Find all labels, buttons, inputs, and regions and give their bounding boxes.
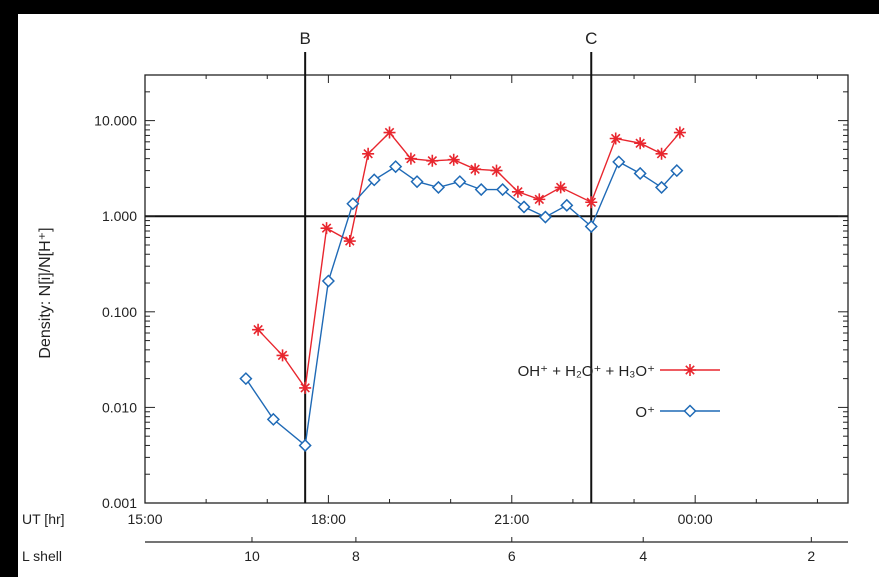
lshell-axis: L shell 10 8 6 4 2 (22, 537, 848, 564)
series-2-point (670, 164, 684, 178)
series-2-point (560, 198, 574, 212)
series-line-1 (257, 131, 681, 390)
series-1-point (320, 222, 333, 235)
lshell-tick-label: 4 (639, 548, 647, 564)
series-2-point (496, 183, 510, 197)
series-1-point (533, 193, 546, 206)
lshell-tick-label: 8 (352, 548, 360, 564)
series-2-point (633, 166, 647, 181)
series-2-point (538, 210, 552, 224)
series-1-point (299, 381, 312, 394)
series-2-point (517, 200, 531, 214)
y-tick-label: 0.010 (102, 399, 137, 415)
series-2-point (266, 412, 280, 426)
series-2-point (612, 155, 626, 169)
series-2-point (453, 175, 467, 189)
legend-marker-2 (683, 404, 697, 418)
marker-label-c: C (585, 29, 597, 48)
y-tick-label: 10.000 (94, 113, 137, 129)
y-tick-label: 1.000 (102, 208, 137, 224)
x-tick-label: 15:00 (127, 511, 162, 527)
lshell-tick-label: 6 (508, 548, 516, 564)
series-1-point (609, 132, 622, 145)
series-group (239, 126, 686, 453)
series-1-point (511, 185, 524, 198)
series-2-point (298, 438, 312, 453)
series-line-2 (245, 160, 678, 447)
series-2-point (474, 183, 488, 197)
series-1-point (383, 126, 396, 139)
series-1-point (447, 153, 460, 166)
series-1-point (673, 126, 686, 139)
legend-marker-1 (684, 364, 696, 376)
series-1-point (343, 235, 356, 248)
series-2-point (654, 180, 669, 194)
series-1-point (404, 152, 417, 165)
legend-label-1: OH⁺ + H₂O⁺ + H₃O⁺ (518, 363, 655, 380)
plot-frame (144, 74, 849, 504)
x-tick-label: 00:00 (678, 511, 713, 527)
series-1-point (362, 147, 375, 160)
series-1-point (634, 137, 647, 150)
legend-label-2: O⁺ (635, 404, 655, 421)
series-1-point (490, 164, 503, 177)
series-1-point (426, 154, 439, 167)
series-2-point (431, 180, 445, 194)
chart-page (18, 14, 879, 577)
series-2-point (389, 160, 403, 174)
series-2-point (410, 175, 424, 189)
y-tick-label: 0.001 (102, 495, 137, 511)
x-tick-label: 21:00 (494, 511, 529, 527)
series-1-point (655, 147, 668, 160)
series-2-point (367, 173, 381, 187)
x-axis: UT [hr] 15:00 18:00 21:00 00:00 (22, 75, 818, 527)
series-1-point (252, 323, 265, 336)
y-axis: 0.001 0.010 0.100 1.000 10.000 (94, 74, 848, 511)
plot-border (144, 74, 849, 504)
series-1-point (585, 196, 598, 209)
series-1-point (469, 163, 482, 176)
series-2-point (584, 219, 598, 234)
series-1-point (554, 181, 567, 194)
y-tick-label: 0.100 (102, 304, 137, 320)
legend: OH⁺ + H₂O⁺ + H₃O⁺ O⁺ (518, 363, 720, 421)
series-2-point (239, 372, 253, 386)
series-1-point (276, 349, 289, 362)
marker-label-b: B (299, 29, 310, 48)
x-tick-label: 18:00 (311, 511, 346, 527)
lshell-tick-label: 2 (807, 548, 815, 564)
lshell-axis-label: L shell (22, 548, 62, 564)
series-2-point (321, 274, 335, 288)
x-axis-label: UT [hr] (22, 511, 65, 527)
y-axis-label: Density: N[i]/N[H⁺] (37, 227, 54, 358)
series-2-point (346, 197, 360, 211)
lshell-tick-label: 10 (244, 548, 260, 564)
